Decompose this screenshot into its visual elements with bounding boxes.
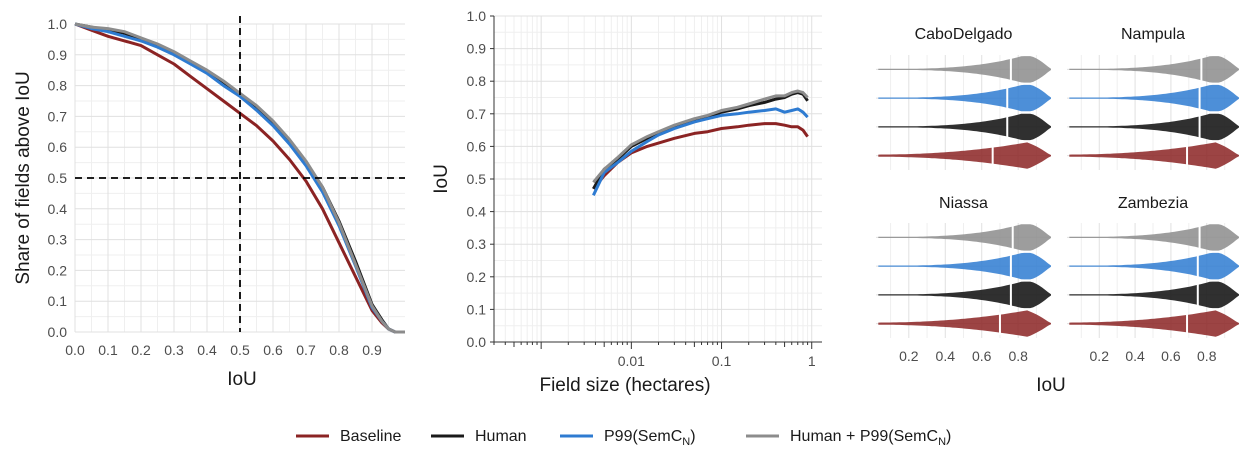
violin-human-p99-semc-n bbox=[878, 224, 1051, 251]
y-tick-label: 1.0 bbox=[48, 16, 68, 32]
violin-human-p99-semc-n bbox=[1069, 224, 1239, 251]
violin-baseline bbox=[878, 310, 1051, 337]
facet-label: Niassa bbox=[939, 195, 988, 212]
legend-item-human: Human bbox=[431, 428, 527, 445]
y-tick-label: 0.0 bbox=[48, 324, 68, 340]
x-tick-label: 0.8 bbox=[1197, 348, 1217, 364]
legend-item-p99-semc-n: P99(SemCN) bbox=[560, 428, 696, 448]
violin-baseline bbox=[1069, 310, 1239, 337]
y-tick-label: 1.0 bbox=[467, 8, 487, 24]
y-tick-label: 0.9 bbox=[467, 41, 487, 57]
y-tick-label: 0.8 bbox=[48, 78, 68, 94]
violin-human bbox=[878, 281, 1051, 309]
violin-p99-semc-n bbox=[1069, 252, 1239, 280]
x-tick-label: 0.0 bbox=[65, 342, 85, 358]
x-tick-label: 0.5 bbox=[230, 342, 250, 358]
violin-human-p99-semc-n bbox=[1069, 56, 1239, 83]
iou-by-field-size-panel: 0.01 0.1 1 0.0 0.1 0.2 0.3 0.4 0.5 0.6 0.7 0.8 0.9 1.… bbox=[431, 8, 822, 396]
facet-cabodelgado: CaboDelgado bbox=[876, 26, 1051, 170]
y-axis-title: Share of fields above IoU bbox=[13, 71, 34, 284]
x-tick-label: 0.3 bbox=[164, 342, 184, 358]
facet-label: Nampula bbox=[1121, 26, 1185, 43]
x-tick-label: 0.8 bbox=[329, 342, 349, 358]
y-tick-label: 0.1 bbox=[48, 293, 68, 309]
y-tick-label: 0.1 bbox=[467, 301, 487, 317]
y-tick-label: 0.7 bbox=[48, 108, 68, 124]
x-tick-label: 0.8 bbox=[1008, 348, 1028, 364]
y-tick-label: 0.6 bbox=[48, 139, 68, 155]
x-axis-title: IoU bbox=[227, 369, 257, 390]
y-tick-label: 0.5 bbox=[467, 171, 487, 187]
y-tick-label: 0.8 bbox=[467, 73, 487, 89]
x-tick-label: 0.2 bbox=[1090, 348, 1110, 364]
y-tick-label: 0.4 bbox=[48, 201, 68, 217]
violin-human bbox=[1069, 113, 1239, 141]
facet-zambezia: Zambezia 0.2 0.4 0.6 0.8 bbox=[1067, 195, 1239, 364]
violin-baseline bbox=[878, 142, 1051, 169]
x-tick-label: 0.9 bbox=[362, 342, 382, 358]
x-tick-label: 0.2 bbox=[131, 342, 151, 358]
y-tick-label: 0.9 bbox=[48, 47, 68, 63]
x-tick-label: 0.6 bbox=[1161, 348, 1181, 364]
y-tick-label: 0.7 bbox=[467, 106, 487, 122]
x-axis-title: IoU bbox=[1036, 375, 1066, 396]
violin-baseline bbox=[1069, 142, 1239, 169]
legend-label: Baseline bbox=[340, 428, 401, 445]
series-line-p99-semc-n bbox=[592, 107, 809, 196]
share-above-iou-panel: 0.0 0.1 0.2 0.3 0.4 0.5 0.6 0.7 0.8 0.9 0.0 0.1 0.2 0… bbox=[13, 16, 405, 390]
x-tick-label: 0.6 bbox=[972, 348, 992, 364]
y-tick-label: 0.2 bbox=[48, 262, 68, 278]
series-line-human-p99-semc-n bbox=[74, 22, 405, 334]
facet-label: CaboDelgado bbox=[915, 26, 1013, 43]
violin-human bbox=[1069, 281, 1239, 309]
facet-niassa: Niassa 0.2 0.4 0.6 0.8 bbox=[876, 195, 1051, 364]
legend-item-baseline: Baseline bbox=[296, 428, 401, 445]
y-tick-label: 0.4 bbox=[467, 204, 487, 220]
legend: Baseline Human P99(SemCN) Human + P99(SemCN… bbox=[296, 428, 951, 448]
legend-item-human-p99-semc-n: Human + P99(SemCN) bbox=[746, 428, 951, 448]
y-tick-label: 0.2 bbox=[467, 269, 487, 285]
y-axis-title: IoU bbox=[431, 164, 452, 194]
violin-p99-semc-n bbox=[1069, 84, 1239, 112]
x-tick-label: 0.1 bbox=[98, 342, 118, 358]
violin-p99-semc-n bbox=[878, 84, 1051, 112]
violin-human-p99-semc-n bbox=[878, 56, 1051, 83]
x-tick-label: 0.01 bbox=[618, 353, 645, 369]
y-tick-label: 0.6 bbox=[467, 138, 487, 154]
x-tick-label: 1 bbox=[808, 353, 816, 369]
x-axis-title: Field size (hectares) bbox=[539, 375, 710, 396]
violin-p99-semc-n bbox=[878, 252, 1051, 280]
x-tick-label: 0.4 bbox=[1125, 348, 1145, 364]
y-tick-label: 0.3 bbox=[48, 232, 68, 248]
facet-label: Zambezia bbox=[1118, 195, 1188, 212]
violin-human bbox=[878, 113, 1051, 141]
series-line-human-p99-semc-n bbox=[592, 89, 809, 184]
x-tick-label: 0.6 bbox=[263, 342, 283, 358]
legend-label: Human + P99(SemCN) bbox=[790, 428, 951, 448]
facet-nampula: Nampula bbox=[1067, 26, 1239, 170]
y-tick-label: 0.5 bbox=[48, 170, 68, 186]
legend-label: P99(SemCN) bbox=[604, 428, 696, 448]
y-tick-label: 0.3 bbox=[467, 236, 487, 252]
x-tick-label: 0.4 bbox=[197, 342, 217, 358]
x-tick-label: 0.2 bbox=[899, 348, 919, 364]
y-tick-label: 0.0 bbox=[467, 334, 487, 350]
x-tick-label: 0.1 bbox=[712, 353, 732, 369]
legend-label: Human bbox=[475, 428, 527, 445]
x-tick-label: 0.7 bbox=[296, 342, 316, 358]
x-tick-label: 0.4 bbox=[936, 348, 956, 364]
